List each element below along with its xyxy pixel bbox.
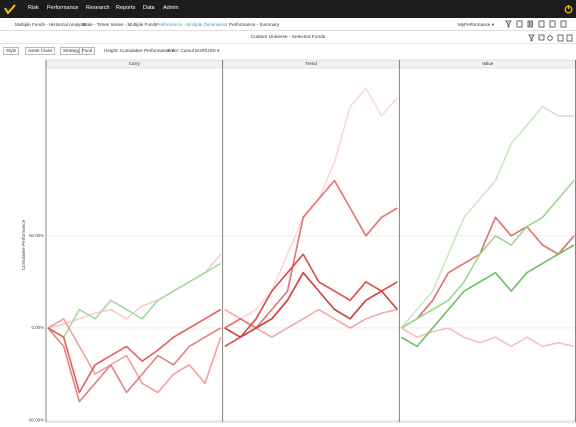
color-select[interactable]: Color: Cumul EUR/USD (167, 48, 219, 54)
tab[interactable]: Performance - Multiple Dimensions (156, 22, 228, 27)
series-line (47, 308, 222, 394)
tab-bar: Multiple Funds - Historical Analysis Sta… (0, 18, 576, 31)
nav-item[interactable]: Performance (47, 5, 79, 11)
nav-item[interactable]: Admin (163, 5, 179, 11)
nav-item[interactable]: Reports (116, 5, 136, 11)
series-line (224, 271, 398, 338)
series-line (47, 253, 222, 329)
height-select[interactable]: Height: Cumulative Performance (104, 48, 174, 54)
filter-chip[interactable]: Fund (79, 47, 96, 55)
tab-icons (505, 20, 567, 28)
panel-header: Custom Universe - Selected Funds (0, 32, 576, 44)
series-line (224, 179, 398, 329)
filter-chip[interactable]: Asset Class (25, 47, 56, 55)
series-line (47, 318, 222, 394)
filter-chip[interactable]: Style (3, 47, 20, 55)
header-icons (528, 34, 573, 42)
panel-title: Custom Universe - Selected Funds (250, 35, 326, 40)
series-line (400, 244, 575, 348)
view-select[interactable]: MyPerformance (458, 22, 494, 28)
facet-title: Trend (305, 61, 317, 66)
y-tick-label: 0.00% (32, 325, 45, 330)
logo (4, 4, 16, 14)
facet-title: Carry (129, 61, 141, 66)
series-line (400, 179, 575, 329)
y-tick-label: 50.00% (29, 233, 44, 238)
series-line (47, 262, 222, 338)
toolbar: Style Asset Class Strategy Fund Height: … (0, 46, 576, 56)
series-line (400, 105, 574, 329)
tab[interactable]: Multiple Funds - Historical Analysis (15, 22, 86, 27)
filter-chip[interactable]: Strategy (60, 47, 84, 55)
nav-item[interactable]: Research (86, 5, 110, 11)
y-tick-label: -50.00% (28, 417, 44, 422)
series-line (400, 216, 575, 329)
top-nav: Risk Performance Research Reports Data A… (0, 0, 576, 18)
nav-item[interactable]: Risk (28, 5, 39, 11)
series-line (224, 253, 398, 348)
tab[interactable]: Performance - Summary (229, 22, 280, 27)
series-line (400, 327, 575, 348)
y-axis-label: Cumulative Performance (21, 219, 26, 270)
series-line (47, 327, 222, 403)
tab[interactable]: State - Times Series - Multiple Funds (82, 22, 158, 27)
facet-title: Value (482, 61, 494, 66)
power-button[interactable] (564, 4, 573, 14)
nav-item[interactable]: Data (143, 5, 155, 11)
